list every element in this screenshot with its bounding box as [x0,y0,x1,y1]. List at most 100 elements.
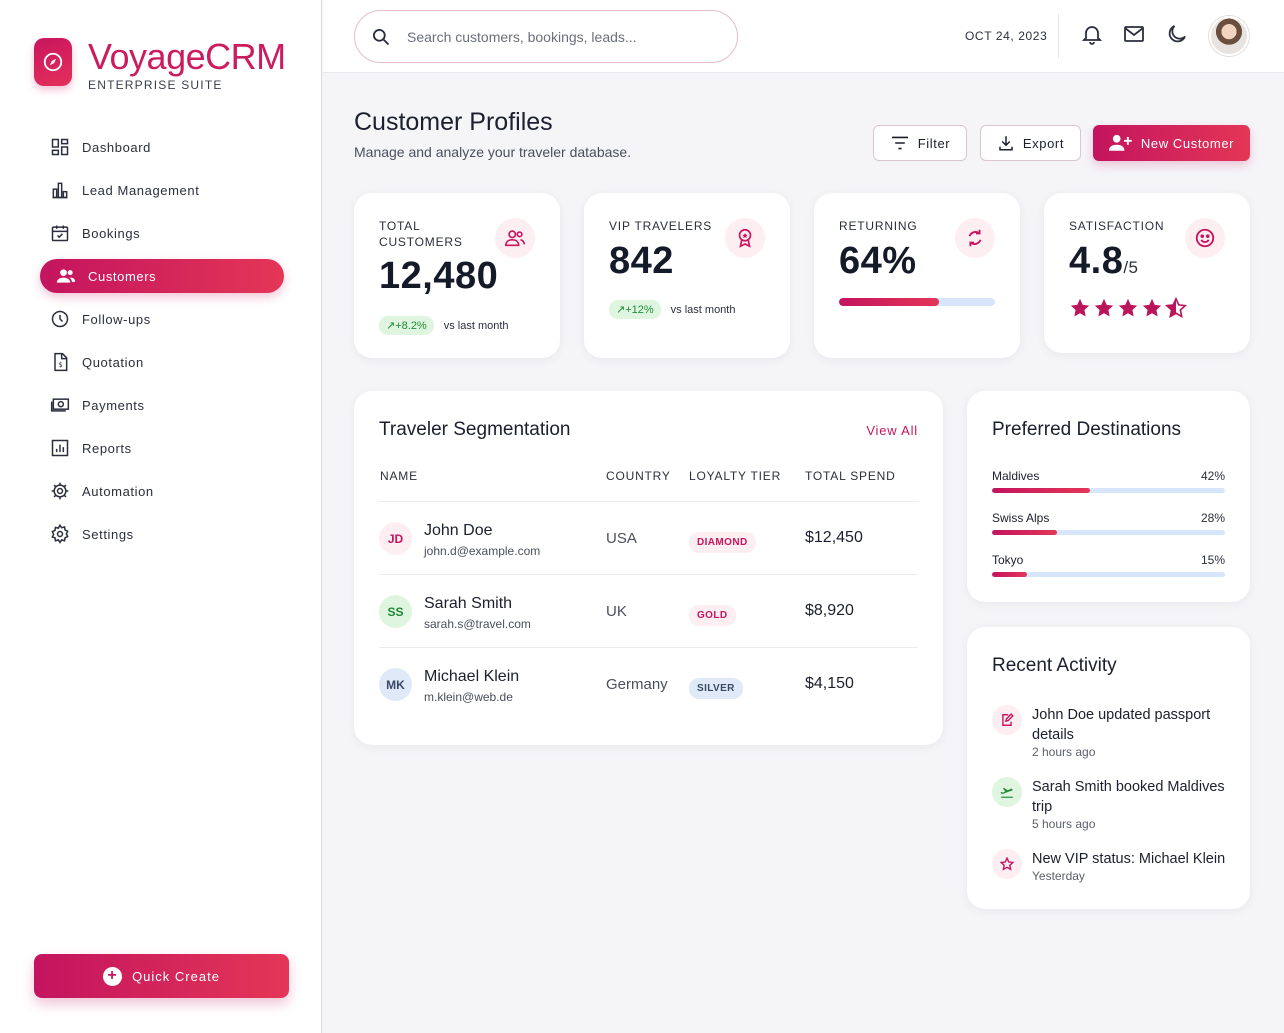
stat-card-total-customers: TOTAL CUSTOMERS 12,480 ↗ +8.2% vs last mo… [354,193,560,358]
destination-item: Maldives 42% [992,469,1225,499]
tier-badge: DIAMOND [689,532,756,553]
destination-percent: 42% [1200,469,1225,483]
table-row[interactable]: SS Sarah Smith sarah.s@travel.com UK GOL… [379,575,918,648]
destination-bar-fill [992,488,1090,493]
avatar: MK [379,668,412,701]
column-header-country: COUNTRY [606,469,671,483]
column-header-loyalty-tier: LOYALTY TIER [689,469,782,483]
customer-country: USA [606,530,637,547]
dashboard-icon [51,138,69,156]
star-icon [1094,298,1114,317]
star-rating [1069,297,1189,319]
customer-email: sarah.s@travel.com [424,617,531,631]
view-all-link[interactable]: View All [866,423,918,438]
total-spend: $8,920 [805,602,854,619]
destination-name: Swiss Alps [992,511,1050,525]
avatar: JD [379,522,412,555]
star-icon [1118,298,1138,317]
destination-item: Swiss Alps 28% [992,511,1225,541]
trend-badge: ↗ +8.2% [379,316,434,335]
sidebar-item-settings[interactable]: Settings [40,517,284,551]
export-label: Export [1022,135,1065,151]
table-row[interactable]: JD John Doe john.d@example.com USA DIAMO… [379,502,918,575]
star-half-icon [1165,297,1187,319]
destination-bar [992,530,1225,535]
brand-subtitle: ENTERPRISE SUITE [88,78,223,92]
destination-percent: 15% [1200,553,1225,567]
filter-label: Filter [917,135,951,151]
plane-icon [992,777,1022,807]
activity-time: Yesterday [1032,869,1085,883]
trend-badge: ↗ +12% [609,300,661,319]
sidebar-item-reports[interactable]: Reports [40,431,284,465]
sidebar-item-customers[interactable]: Customers [40,259,284,293]
stat-value: 4.8/5 [1069,240,1139,283]
sidebar-item-label: Follow-ups [82,311,151,327]
stat-card-satisfaction: SATISFACTION 4.8/5 [1044,193,1250,353]
sidebar-nav: Dashboard Lead Management Bookings Custo… [40,130,284,560]
moon-icon[interactable] [1165,22,1189,46]
customer-name: Michael Klein [424,668,520,685]
stat-value: 64% [839,240,917,282]
destination-name: Maldives [992,469,1040,483]
preferred-destinations-card: Preferred Destinations Maldives 42% Swis… [967,391,1250,602]
sidebar-item-follow-ups[interactable]: Follow-ups [40,302,284,336]
sidebar-item-bookings[interactable]: Bookings [40,216,284,250]
destination-percent: 28% [1200,511,1225,525]
sidebar-item-label: Reports [82,440,132,456]
customer-email: m.klein@web.de [424,690,513,704]
filter-button[interactable]: Filter [873,125,967,161]
customer-country: Germany [606,676,668,693]
sidebar-item-label: Dashboard [82,139,151,155]
stat-card-returning: RETURNING 64% [814,193,1020,358]
page-subtitle: Manage and analyze your traveler databas… [354,144,632,160]
customer-email: john.d@example.com [424,544,541,558]
new-customer-button[interactable]: New Customer [1093,125,1250,161]
recent-activity-card: Recent Activity John Doe updated passpor… [967,627,1250,909]
rating-value: 4.8 [1069,240,1124,282]
sidebar-item-label: Bookings [82,225,141,241]
sidebar-item-label: Customers [88,268,157,284]
stat-trend: ↗ +8.2% vs last month [379,316,509,335]
smile-icon [1185,218,1225,258]
sidebar-item-label: Payments [82,397,145,413]
export-button[interactable]: Export [980,125,1081,161]
quick-create-button[interactable]: + Quick Create [34,954,289,998]
customer-name: John Doe [424,522,493,539]
star-icon [1142,298,1162,317]
star-icon [992,849,1022,879]
destination-bar [992,572,1225,577]
sidebar-item-label: Automation [82,483,154,499]
stat-value: 842 [609,240,674,282]
report-chart-icon [51,439,69,457]
svg-text:$: $ [58,361,63,369]
activity-time: 5 hours ago [1032,817,1096,831]
chart-bar-icon [52,182,68,199]
sidebar-item-lead-management[interactable]: Lead Management [40,173,284,207]
sidebar-item-automation[interactable]: Automation [40,474,284,508]
search-input[interactable]: Search customers, bookings, leads... [354,10,738,63]
table-row[interactable]: MK Michael Klein m.klein@web.de Germany … [379,648,918,721]
user-avatar[interactable] [1209,16,1249,56]
column-header-name: NAME [380,469,418,483]
compass-logo-icon [34,38,72,86]
section-title: Recent Activity [992,655,1117,676]
stat-label: TOTAL CUSTOMERS [379,219,463,249]
trending-up-icon: ↗ [386,320,396,332]
sidebar-item-quotation[interactable]: $ Quotation [40,345,284,379]
brand-logo[interactable]: VoyageCRM ENTERPRISE SUITE [34,38,286,92]
sidebar-item-payments[interactable]: Payments [40,388,284,422]
mail-icon[interactable] [1122,22,1146,46]
bell-icon[interactable] [1080,22,1104,46]
stat-card-vip-travelers: VIP TRAVELERS 842 ↗ +12% vs last month [584,193,790,358]
invoice-icon: $ [54,352,68,372]
trend-value: +8.2% [395,319,427,332]
stat-value: 12,480 [379,255,499,297]
activity-time: 2 hours ago [1032,745,1096,759]
sidebar-item-label: Quotation [82,354,144,370]
returning-progress-bar [839,298,995,306]
stat-label: SATISFACTION [1069,219,1165,233]
trend-note: vs last month [670,303,736,316]
sidebar-item-dashboard[interactable]: Dashboard [40,130,284,164]
customer-name: Sarah Smith [424,595,513,612]
